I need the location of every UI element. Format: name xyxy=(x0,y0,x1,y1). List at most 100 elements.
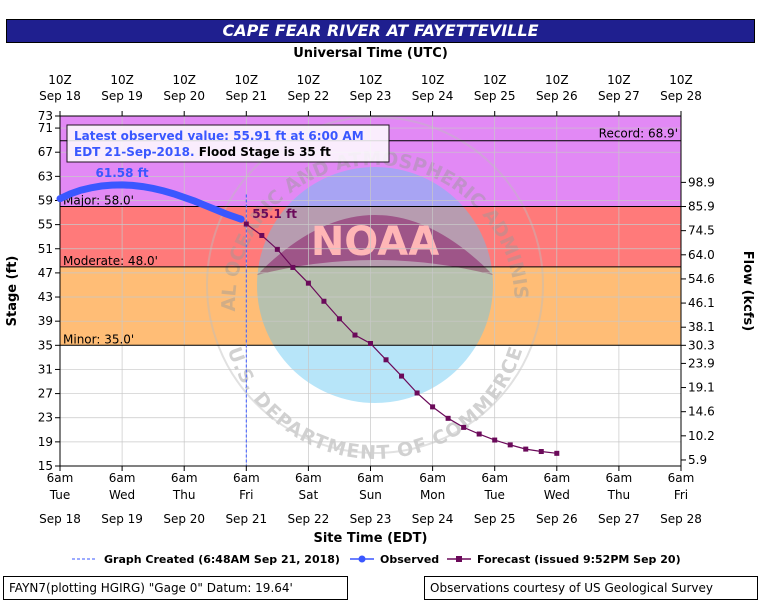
latest-observation-line1: Latest observed value: 55.91 ft at 6:00 … xyxy=(74,129,364,143)
top-tick-date: Sep 21 xyxy=(225,89,267,103)
flood-stage-note: Flood Stage is 35 ft xyxy=(199,145,331,159)
y2-tick-label: 46.1 xyxy=(688,296,715,310)
bottom-tick-time: 6am xyxy=(233,471,260,485)
forecast-point xyxy=(368,341,373,346)
y-tick-label: 71 xyxy=(38,121,53,135)
forecast-point xyxy=(554,450,560,456)
y-tick-label: 51 xyxy=(38,242,53,256)
top-tick-time: 10Z xyxy=(235,73,259,87)
forecast-point xyxy=(259,232,265,238)
bottom-tick-day: Tue xyxy=(483,488,505,502)
bottom-tick-day: Wed xyxy=(544,488,570,502)
forecast-point xyxy=(274,246,280,252)
top-tick-time: 10Z xyxy=(359,73,383,87)
bottom-tick-day: Sun xyxy=(359,488,382,502)
bottom-tick-date: Sep 22 xyxy=(288,512,330,526)
y-tick-label: 15 xyxy=(38,459,53,473)
legend-graph-created-text: Graph Created (6:48AM Sep 21, 2018) xyxy=(104,553,340,566)
bottom-tick-date: Sep 19 xyxy=(101,512,143,526)
latest-observation-date: EDT 21-Sep-2018. xyxy=(74,145,199,159)
bottom-tick-date: Sep 21 xyxy=(225,512,267,526)
y2-tick-label: 38.1 xyxy=(688,320,715,334)
observations-credit: Observations courtesy of US Geological S… xyxy=(424,576,758,600)
moderate-stage-label: Moderate: 48.0' xyxy=(63,254,158,268)
top-tick-time: 10Z xyxy=(607,73,631,87)
forecast-point xyxy=(336,316,342,322)
forecast-point xyxy=(305,280,311,286)
record-stage-label: Record: 68.9' xyxy=(599,127,678,141)
y-tick-label: 59 xyxy=(38,193,53,207)
legend-forecast-marker xyxy=(456,556,462,562)
y-tick-label: 63 xyxy=(38,169,53,183)
bottom-tick-date: Sep 27 xyxy=(598,512,640,526)
top-tick-date: Sep 18 xyxy=(39,89,81,103)
y-tick-label: 73 xyxy=(38,109,53,123)
forecast-point xyxy=(383,357,389,363)
bottom-tick-time: 6am xyxy=(606,471,633,485)
forecast-point xyxy=(461,424,467,430)
bottom-tick-day: Thu xyxy=(607,488,631,502)
watermark-bird-shape xyxy=(257,215,493,275)
y2-tick-label: 14.6 xyxy=(688,405,715,419)
bottom-tick-time: 6am xyxy=(47,471,74,485)
y-tick-label: 19 xyxy=(38,435,53,449)
y2-tick-label: 74.5 xyxy=(688,224,715,238)
y-tick-label: 47 xyxy=(38,266,53,280)
chart-legend: Graph Created (6:48AM Sep 21, 2018) Obser… xyxy=(72,553,681,566)
top-tick-date: Sep 26 xyxy=(536,89,578,103)
forecast-point xyxy=(476,431,482,437)
forecast-point xyxy=(523,446,529,452)
forecast-point xyxy=(430,404,436,410)
watermark-circle xyxy=(257,167,493,403)
datum-info: FAYN7(plotting HGIRG) "Gage 0" Datum: 19… xyxy=(3,576,348,600)
y2-tick-label: 85.9 xyxy=(688,200,715,214)
y-tick-label: 55 xyxy=(38,218,53,232)
top-tick-time: 10Z xyxy=(483,73,507,87)
bottom-tick-date: Sep 26 xyxy=(536,512,578,526)
bottom-tick-time: 6am xyxy=(109,471,136,485)
top-tick-date: Sep 25 xyxy=(474,89,516,103)
y-tick-label: 23 xyxy=(38,411,53,425)
bottom-tick-date: Sep 25 xyxy=(474,512,516,526)
y2-axis-title: Flow (kcfs) xyxy=(740,251,755,331)
latest-observation-bg xyxy=(66,124,390,163)
peak-label: 61.58 ft xyxy=(96,166,149,180)
bottom-tick-day: Tue xyxy=(49,488,71,502)
top-tick-date: Sep 23 xyxy=(350,89,392,103)
forecast-point xyxy=(445,415,451,421)
bottom-tick-time: 6am xyxy=(668,471,695,485)
watermark-center-text: NOAA xyxy=(311,219,439,265)
bottom-tick-time: 6am xyxy=(419,471,446,485)
y2-tick-label: 64.0 xyxy=(688,248,715,262)
y-tick-label: 39 xyxy=(38,314,53,328)
bottom-tick-day: Fri xyxy=(674,488,688,502)
top-tick-date: Sep 22 xyxy=(288,89,330,103)
watermark-outer-ring xyxy=(206,116,544,454)
bottom-tick-date: Sep 18 xyxy=(39,512,81,526)
y2-tick-label: 54.6 xyxy=(688,272,715,286)
major-stage-label: Major: 58.0' xyxy=(63,194,134,208)
y-tick-label: 31 xyxy=(38,362,53,376)
bottom-tick-time: 6am xyxy=(171,471,198,485)
observed-series-line xyxy=(56,181,245,223)
bottom-tick-date: Sep 20 xyxy=(163,512,205,526)
y-tick-label: 27 xyxy=(38,387,53,401)
y2-tick-label: 19.1 xyxy=(688,381,715,395)
y2-tick-label: 10.2 xyxy=(688,429,715,443)
legend-forecast-text: Forecast (issued 9:52PM Sep 20) xyxy=(477,553,681,566)
top-tick-time: 10Z xyxy=(669,73,693,87)
bottom-tick-day: Thu xyxy=(172,488,196,502)
latest-observation-box: Latest observed value: 55.91 ft at 6:00 … xyxy=(66,124,390,163)
top-tick-date: Sep 24 xyxy=(412,89,454,103)
top-tick-time: 10Z xyxy=(110,73,134,87)
forecast-point xyxy=(352,332,358,338)
bottom-tick-time: 6am xyxy=(543,471,570,485)
top-tick-time: 10Z xyxy=(297,73,321,87)
latest-observation-line2: EDT 21-Sep-2018. Flood Stage is 35 ft xyxy=(74,145,331,159)
top-tick-date: Sep 19 xyxy=(101,89,143,103)
top-tick-time: 10Z xyxy=(545,73,569,87)
top-tick-date: Sep 27 xyxy=(598,89,640,103)
y-tick-label: 35 xyxy=(38,338,53,352)
